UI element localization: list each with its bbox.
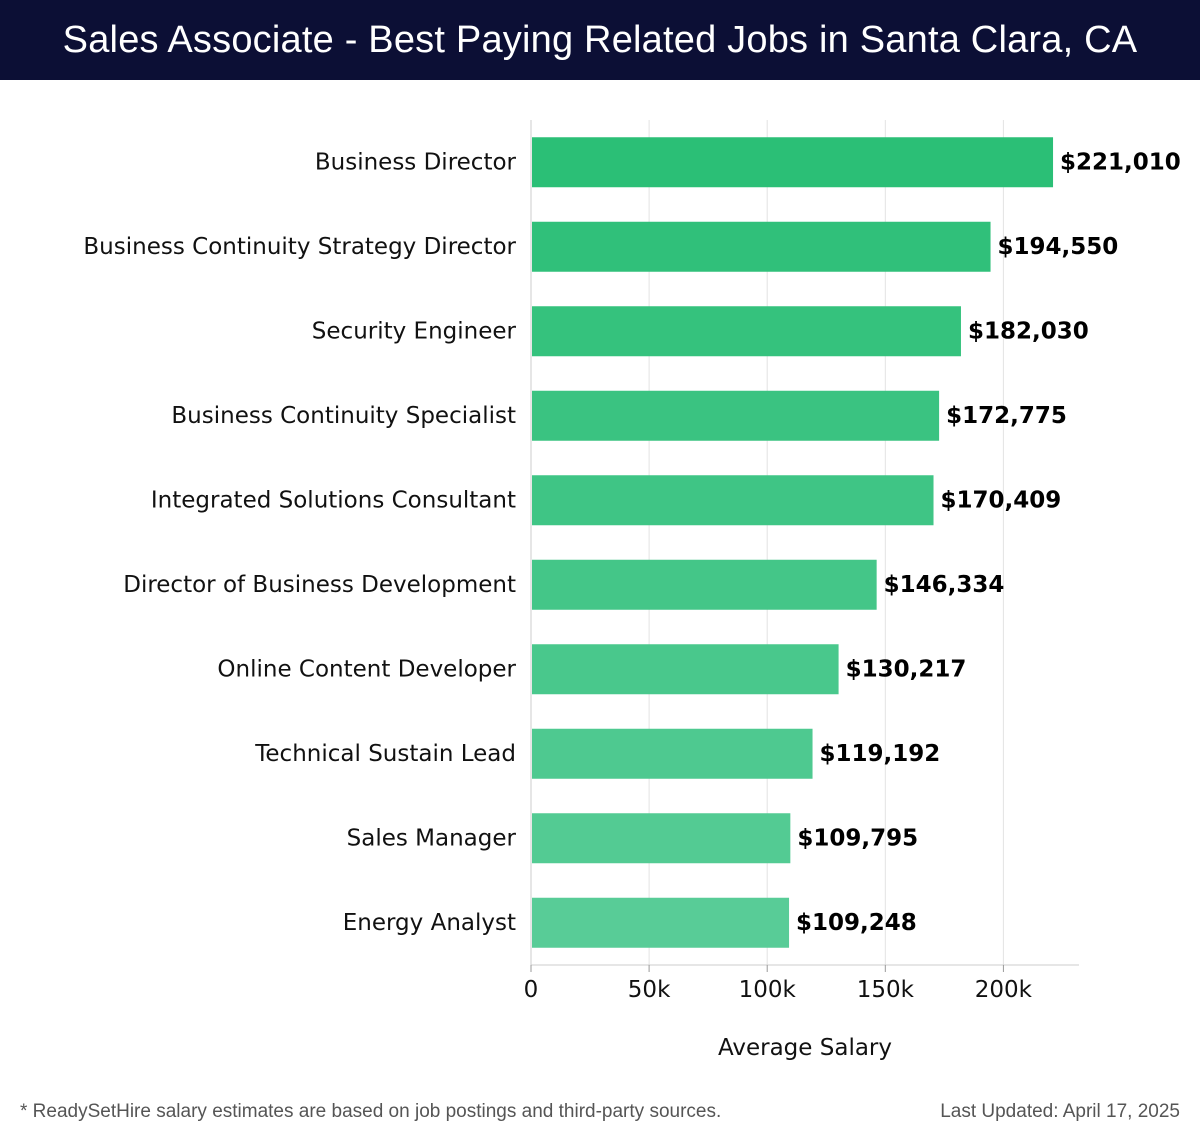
category-label: Integrated Solutions Consultant [151, 487, 516, 513]
x-tick-label: 50k [628, 977, 671, 1003]
category-label: Online Content Developer [217, 656, 516, 682]
last-updated: Last Updated: April 17, 2025 [940, 1101, 1180, 1122]
value-label: $109,795 [797, 825, 918, 851]
bar [532, 137, 1054, 188]
value-label: $194,550 [998, 234, 1119, 260]
footer-note: * ReadySetHire salary estimates are base… [20, 1101, 722, 1122]
salary-bar-chart: Business Director $221,010 Business Contin… [83, 120, 1181, 1061]
category-label: Energy Analyst [343, 910, 516, 936]
x-axis-title: Average Salary [718, 1035, 892, 1061]
chart-title: Sales Associate - Best Paying Related Jo… [62, 18, 1138, 61]
value-label: $130,217 [846, 656, 967, 682]
x-tick-label: 200k [975, 977, 1033, 1003]
bar [532, 390, 940, 441]
value-label: $170,409 [941, 487, 1062, 513]
bar [532, 897, 790, 948]
x-tick-label: 0 [524, 977, 539, 1003]
bar [532, 813, 791, 864]
value-label: $221,010 [1060, 149, 1181, 175]
bar [532, 644, 839, 695]
category-label: Security Engineer [312, 318, 517, 344]
category-label: Business Continuity Specialist [171, 403, 516, 429]
value-label: $119,192 [820, 741, 941, 767]
chart-header: Sales Associate - Best Paying Related Jo… [0, 0, 1200, 80]
bar [532, 221, 991, 272]
category-label: Sales Manager [347, 825, 517, 851]
category-label: Director of Business Development [123, 572, 516, 598]
x-tick-label: 150k [857, 977, 915, 1003]
category-label: Business Continuity Strategy Director [83, 234, 516, 260]
bar [532, 728, 813, 779]
value-label: $182,030 [968, 318, 1089, 344]
bar [532, 559, 877, 610]
value-label: $146,334 [884, 572, 1005, 598]
value-label: $172,775 [946, 403, 1067, 429]
bar [532, 306, 961, 357]
bar [532, 475, 934, 526]
value-label: $109,248 [796, 910, 917, 936]
x-tick-label: 100k [739, 977, 797, 1003]
category-label: Technical Sustain Lead [254, 741, 516, 767]
category-label: Business Director [315, 149, 517, 175]
